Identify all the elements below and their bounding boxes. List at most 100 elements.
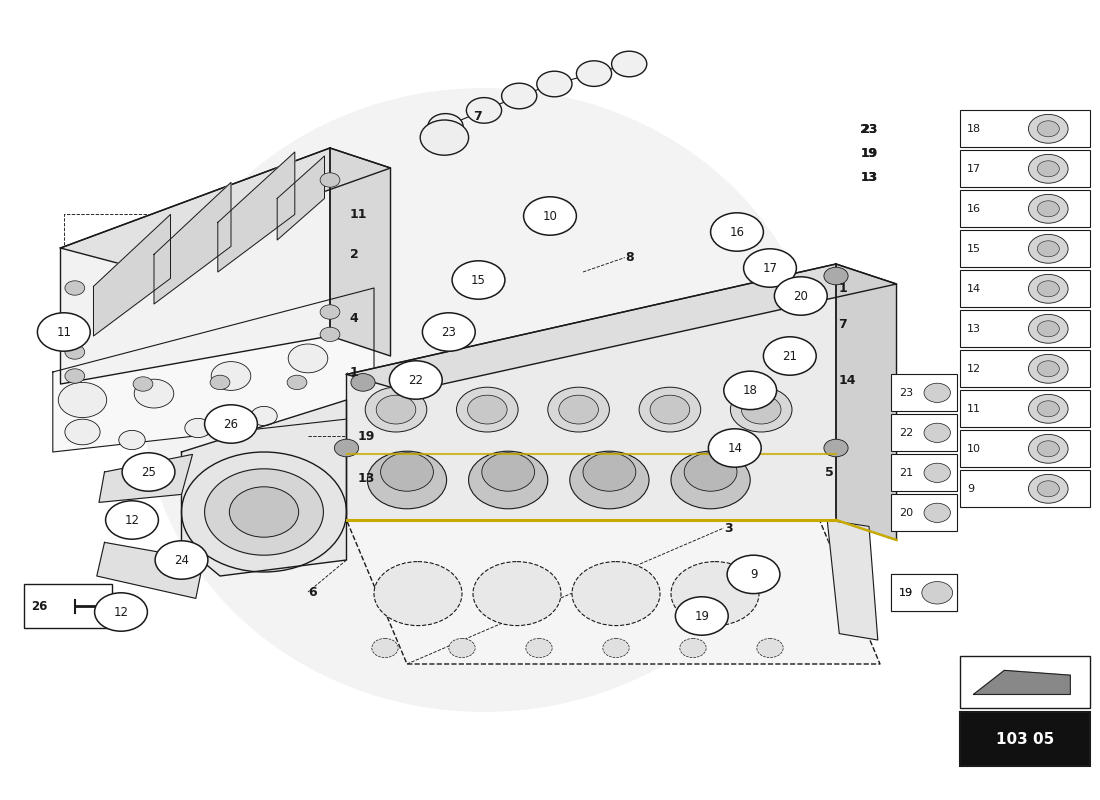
- FancyBboxPatch shape: [960, 150, 1090, 187]
- Text: 25: 25: [141, 466, 156, 478]
- Circle shape: [1037, 281, 1059, 297]
- Circle shape: [365, 387, 427, 432]
- Circle shape: [1028, 154, 1068, 183]
- Circle shape: [1028, 474, 1068, 503]
- Polygon shape: [346, 264, 836, 520]
- Circle shape: [924, 463, 950, 482]
- Circle shape: [583, 453, 636, 491]
- Text: 14: 14: [838, 374, 856, 386]
- Circle shape: [924, 583, 950, 602]
- Polygon shape: [330, 148, 390, 356]
- Circle shape: [374, 562, 462, 626]
- Text: 19: 19: [899, 588, 913, 598]
- Text: 23: 23: [861, 123, 877, 136]
- FancyBboxPatch shape: [960, 390, 1090, 427]
- FancyBboxPatch shape: [891, 374, 957, 411]
- Text: 21: 21: [899, 468, 913, 478]
- Ellipse shape: [143, 88, 825, 712]
- Circle shape: [351, 374, 375, 391]
- Circle shape: [757, 638, 783, 658]
- Text: 16: 16: [967, 204, 981, 214]
- FancyBboxPatch shape: [891, 574, 957, 611]
- Polygon shape: [836, 264, 896, 540]
- FancyBboxPatch shape: [960, 270, 1090, 307]
- Circle shape: [824, 439, 848, 457]
- Circle shape: [576, 61, 612, 86]
- Circle shape: [727, 555, 780, 594]
- Circle shape: [1037, 481, 1059, 497]
- Circle shape: [1037, 401, 1059, 417]
- Circle shape: [381, 453, 433, 491]
- Circle shape: [456, 387, 518, 432]
- Circle shape: [924, 383, 950, 402]
- Circle shape: [65, 345, 85, 359]
- Circle shape: [287, 375, 307, 390]
- Text: 9: 9: [967, 484, 974, 494]
- Polygon shape: [974, 670, 1070, 694]
- Text: 6: 6: [308, 586, 317, 598]
- FancyBboxPatch shape: [891, 574, 957, 611]
- Circle shape: [824, 267, 848, 285]
- Circle shape: [1037, 321, 1059, 337]
- Circle shape: [1028, 314, 1068, 343]
- FancyBboxPatch shape: [891, 414, 957, 451]
- Polygon shape: [60, 148, 390, 264]
- Circle shape: [320, 327, 340, 342]
- Circle shape: [1037, 241, 1059, 257]
- FancyBboxPatch shape: [960, 310, 1090, 347]
- Circle shape: [473, 562, 561, 626]
- FancyBboxPatch shape: [891, 454, 957, 491]
- Text: 1: 1: [838, 282, 847, 294]
- Text: 18: 18: [967, 124, 981, 134]
- Circle shape: [65, 281, 85, 295]
- Circle shape: [205, 469, 323, 555]
- Circle shape: [1028, 114, 1068, 143]
- Circle shape: [133, 377, 153, 391]
- Circle shape: [1028, 274, 1068, 303]
- Polygon shape: [94, 214, 170, 336]
- Text: 19: 19: [860, 147, 878, 160]
- Circle shape: [372, 638, 398, 658]
- Circle shape: [134, 379, 174, 408]
- Circle shape: [639, 387, 701, 432]
- Circle shape: [1037, 441, 1059, 457]
- Polygon shape: [60, 148, 330, 384]
- Circle shape: [182, 452, 346, 572]
- Text: 12: 12: [967, 364, 981, 374]
- Circle shape: [524, 197, 576, 235]
- Circle shape: [334, 439, 359, 457]
- FancyBboxPatch shape: [891, 494, 957, 531]
- Polygon shape: [97, 542, 204, 598]
- Text: 9: 9: [750, 568, 757, 581]
- Circle shape: [229, 486, 298, 538]
- Text: 19: 19: [899, 588, 913, 598]
- Circle shape: [95, 593, 147, 631]
- Text: 10: 10: [542, 210, 558, 222]
- Circle shape: [211, 362, 251, 390]
- Text: 22: 22: [899, 428, 913, 438]
- Circle shape: [684, 453, 737, 491]
- Circle shape: [422, 313, 475, 351]
- Circle shape: [526, 638, 552, 658]
- Text: 7: 7: [838, 318, 847, 330]
- Circle shape: [449, 638, 475, 658]
- Circle shape: [671, 562, 759, 626]
- Circle shape: [572, 562, 660, 626]
- FancyBboxPatch shape: [960, 230, 1090, 267]
- Circle shape: [466, 98, 502, 123]
- Circle shape: [724, 371, 777, 410]
- Circle shape: [106, 501, 158, 539]
- Circle shape: [58, 382, 107, 418]
- Circle shape: [1037, 361, 1059, 377]
- Text: 4: 4: [350, 312, 359, 325]
- Circle shape: [320, 305, 340, 319]
- Circle shape: [185, 418, 211, 438]
- Text: 13: 13: [358, 472, 375, 485]
- Text: 2: 2: [350, 248, 359, 261]
- Text: 12: 12: [124, 514, 140, 526]
- Polygon shape: [218, 152, 295, 272]
- Circle shape: [37, 313, 90, 351]
- FancyBboxPatch shape: [960, 470, 1090, 507]
- Text: 20: 20: [793, 290, 808, 302]
- Text: 16: 16: [729, 226, 745, 238]
